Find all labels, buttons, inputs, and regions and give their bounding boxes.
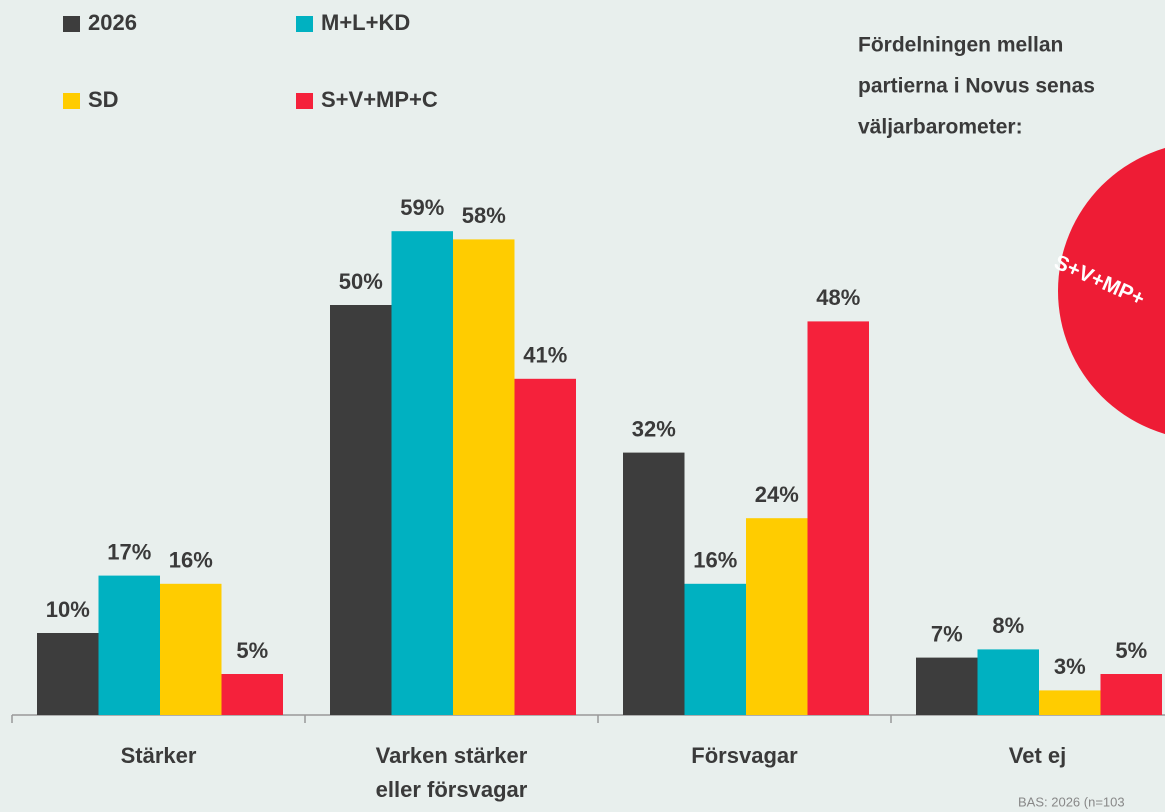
data-label: 41% [523,343,567,368]
bar [807,321,869,715]
data-label: 59% [400,195,444,220]
legend-label: SD [88,87,119,112]
bar [514,378,576,715]
data-label: 5% [1115,638,1147,663]
annotation: Fördelningen mellan [858,34,1063,57]
x-tick-label: Försvagar [691,743,798,768]
data-label: 32% [632,416,676,441]
bar [98,575,160,715]
bar [623,452,685,715]
bar [684,583,746,715]
data-label: 50% [339,269,383,294]
data-label: 5% [236,638,268,663]
bar [977,649,1039,715]
x-tick-label: Vet ej [1009,743,1066,768]
pie [1058,148,1165,434]
legend-swatch [63,16,80,32]
data-label: 3% [1054,654,1086,679]
data-label: 24% [755,482,799,507]
footnote: BAS: 2026 (n=103 [1018,794,1125,809]
bar [1039,690,1101,715]
bar [221,674,283,715]
bar [160,583,222,715]
bar [1100,674,1162,715]
bar [391,231,453,715]
data-label: 7% [931,621,963,646]
legend-swatch [63,93,80,109]
bar [746,518,808,715]
bar [330,305,392,715]
legend-label: S+V+MP+C [321,87,438,112]
x-tick-label: Stärker [121,743,197,768]
data-label: 58% [462,203,506,228]
legend-label: 2026 [88,10,137,35]
legend-swatch [296,16,313,32]
data-label: 16% [693,548,737,573]
annotation: väljarbarometer: [858,116,1023,139]
data-label: 8% [992,613,1024,638]
bar [37,633,99,715]
legend-label: M+L+KD [321,10,410,35]
data-label: 16% [169,548,213,573]
x-tick-label: Varken stärker eller försvagar [376,743,528,802]
data-label: 48% [816,285,860,310]
bar [916,657,978,715]
legend-swatch [296,93,313,109]
data-label: 17% [107,539,151,564]
bar [453,239,515,715]
annotation: partierna i Novus senas [858,75,1095,98]
data-label: 10% [46,597,90,622]
